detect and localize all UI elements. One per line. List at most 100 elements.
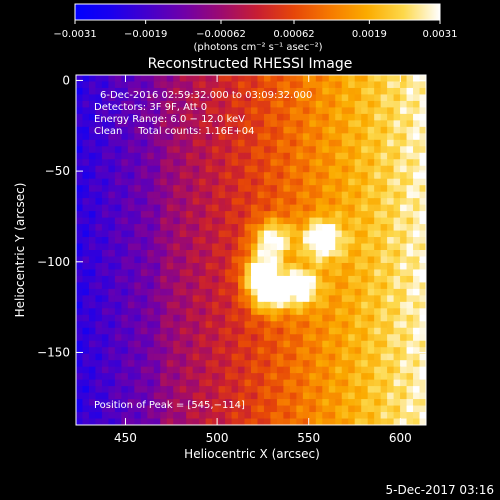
heatmap-cell: [283, 204, 291, 212]
heatmap-cell: [367, 340, 375, 348]
heatmap-cell: [134, 288, 142, 296]
heatmap-cell: [413, 353, 421, 361]
heatmap-cell: [147, 94, 155, 102]
heatmap-cell: [231, 282, 239, 290]
heatmap-cell: [212, 282, 220, 290]
heatmap-cell: [76, 327, 84, 335]
heatmap-cell: [406, 379, 414, 387]
heatmap-cell: [134, 418, 142, 425]
heatmap-cell: [270, 133, 278, 141]
heatmap-cell: [160, 191, 168, 199]
heatmap-cell: [354, 172, 362, 180]
annotation-clean: Clean Total counts: 1.16E+04: [94, 126, 254, 137]
heatmap-cell: [108, 94, 116, 102]
heatmap-cell: [231, 230, 239, 238]
heatmap-cell: [127, 269, 135, 277]
heatmap-cell: [134, 314, 142, 322]
heatmap-cell: [179, 412, 187, 420]
heatmap-cell: [257, 126, 265, 134]
heatmap-cell: [101, 256, 110, 264]
heatmap-cell: [289, 282, 297, 290]
heatmap-cell: [82, 237, 90, 245]
heatmap-cell: [341, 250, 349, 258]
heatmap-cell: [315, 178, 323, 186]
heatmap-cell: [82, 113, 90, 121]
heatmap-cell: [192, 211, 200, 219]
heatmap-cell: [173, 327, 181, 335]
heatmap-cell: [153, 107, 161, 115]
heatmap-cell: [367, 308, 375, 316]
heatmap-cell: [257, 321, 265, 329]
heatmap-cell: [88, 133, 97, 141]
heatmap-cell: [270, 139, 278, 147]
heatmap-cell: [328, 405, 336, 413]
heatmap-cell: [263, 159, 272, 167]
heatmap-cell: [166, 120, 174, 128]
heatmap-cell: [406, 217, 414, 225]
heatmap-cell: [88, 178, 97, 186]
heatmap-cell: [101, 282, 110, 290]
heatmap-cell: [309, 262, 317, 271]
heatmap-cell: [387, 295, 395, 303]
heatmap-cell: [341, 379, 349, 387]
heatmap-cell: [114, 87, 122, 96]
heatmap-cell: [322, 243, 330, 251]
heatmap-cell: [251, 250, 259, 258]
heatmap-cell: [361, 75, 369, 83]
heatmap-cell: [205, 295, 213, 303]
heatmap-cell: [263, 107, 272, 115]
heatmap-cell: [335, 327, 343, 335]
heatmap-cell: [302, 217, 310, 225]
heatmap-cell: [101, 165, 110, 173]
heatmap-cell: [393, 405, 401, 413]
heatmap-cell: [328, 379, 336, 387]
heatmap-cell: [341, 243, 349, 251]
heatmap-cell: [199, 81, 207, 89]
heatmap-cell: [380, 412, 388, 420]
heatmap-cell: [354, 87, 362, 96]
heatmap-cell: [88, 418, 97, 425]
heatmap-cell: [257, 217, 265, 225]
heatmap-cell: [114, 386, 122, 394]
heatmap-cell: [114, 165, 122, 173]
heatmap-cell: [263, 353, 272, 361]
heatmap-cell: [296, 334, 304, 342]
heatmap-cell: [251, 152, 259, 160]
heatmap-cell: [108, 133, 116, 141]
heatmap-cell: [413, 295, 421, 303]
heatmap-cell: [205, 159, 213, 167]
heatmap-cell: [257, 347, 265, 355]
heatmap-cell: [82, 386, 90, 394]
heatmap-cell: [179, 224, 187, 232]
heatmap-cell: [374, 256, 382, 264]
heatmap-cell: [140, 120, 148, 128]
heatmap-cell: [289, 347, 297, 355]
heatmap-cell: [192, 204, 200, 212]
heatmap-cell: [212, 165, 220, 173]
heatmap-cell: [225, 282, 233, 290]
heatmap-cell: [212, 178, 220, 186]
heatmap-cell: [374, 198, 382, 206]
heatmap-cell: [231, 133, 239, 141]
heatmap-cell: [400, 165, 408, 173]
annotation-peak: Position of Peak = [545,−114]: [94, 400, 245, 411]
heatmap-cell: [114, 100, 122, 109]
heatmap-cell: [114, 230, 122, 238]
heatmap-cell: [302, 133, 310, 141]
heatmap-cell: [276, 146, 285, 154]
heatmap-cell: [76, 113, 84, 121]
heatmap-cell: [114, 282, 122, 290]
heatmap-cell: [289, 334, 297, 342]
heatmap-cell: [270, 405, 278, 413]
heatmap-cell: [199, 178, 207, 186]
heatmap-cell: [199, 107, 207, 115]
heatmap-cell: [173, 347, 181, 355]
heatmap-cell: [322, 379, 330, 387]
heatmap-cell: [309, 282, 317, 290]
heatmap-cell: [419, 275, 426, 284]
heatmap-cell: [160, 347, 168, 355]
heatmap-cell: [374, 133, 382, 141]
heatmap-cell: [400, 262, 408, 271]
heatmap-cell: [413, 405, 421, 413]
heatmap-cell: [88, 360, 97, 368]
